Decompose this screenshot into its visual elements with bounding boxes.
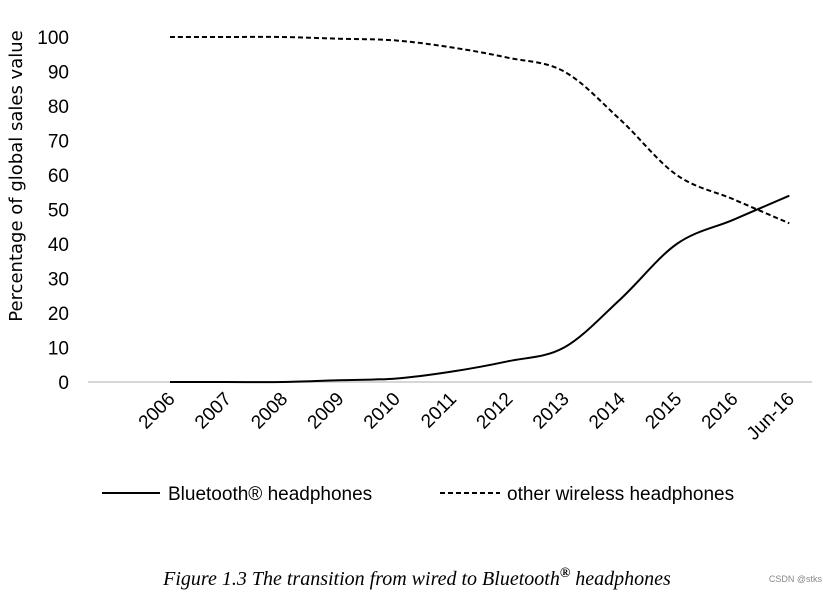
series-line-other-wireless xyxy=(170,35,790,225)
x-tick-label: 2014 xyxy=(585,388,630,433)
x-tick-label: 2012 xyxy=(473,389,518,434)
y-axis-label: Percentage of global sales value xyxy=(6,30,27,321)
caption-lead: Figure 1.3 The transition from wired to … xyxy=(162,568,560,590)
figure-caption: Figure 1.3 The transition from wired to … xyxy=(162,566,671,590)
y-tick-label: 100 xyxy=(37,28,69,49)
x-tick-label: 2010 xyxy=(360,389,405,434)
legend-label: Bluetooth® headphones xyxy=(168,484,372,505)
caption-superscript: ® xyxy=(560,566,571,581)
x-tick-label: 2015 xyxy=(641,389,686,434)
y-tick-label: 60 xyxy=(48,166,69,187)
y-tick-label: 50 xyxy=(48,201,69,222)
y-tick-label: 80 xyxy=(48,97,69,118)
x-axis-ticks: 2006 2007 2008 2009 2010 2011 2012 2013 2014 2015… xyxy=(135,388,799,444)
y-tick-label: 30 xyxy=(48,270,69,291)
legend: Bluetooth® headphones other wireless head… xyxy=(102,484,734,505)
x-tick-label: 2009 xyxy=(304,389,349,434)
y-tick-label: 90 xyxy=(48,63,69,84)
y-tick-label: 40 xyxy=(48,235,69,256)
x-tick-label: 2006 xyxy=(135,389,180,434)
legend-label: other wireless headphones xyxy=(507,484,734,505)
watermark: CSDN @stks xyxy=(769,574,823,584)
y-tick-label: 10 xyxy=(48,339,69,360)
x-tick-label: 2008 xyxy=(247,389,292,434)
x-tick-label: Jun-16 xyxy=(743,389,799,445)
series-layer xyxy=(170,35,790,384)
x-tick-label: 2016 xyxy=(698,389,743,434)
y-tick-label: 0 xyxy=(58,373,69,394)
x-tick-label: 2011 xyxy=(417,389,461,433)
caption-tail: headphones xyxy=(570,568,671,590)
y-tick-label: 20 xyxy=(48,304,69,325)
y-axis-ticks: 0 10 20 30 40 50 60 70 80 90 100 xyxy=(37,28,69,394)
x-tick-label: 2007 xyxy=(191,389,236,434)
x-tick-label: 2013 xyxy=(529,389,574,434)
series-line-bluetooth xyxy=(170,194,790,384)
y-tick-label: 70 xyxy=(48,132,69,153)
